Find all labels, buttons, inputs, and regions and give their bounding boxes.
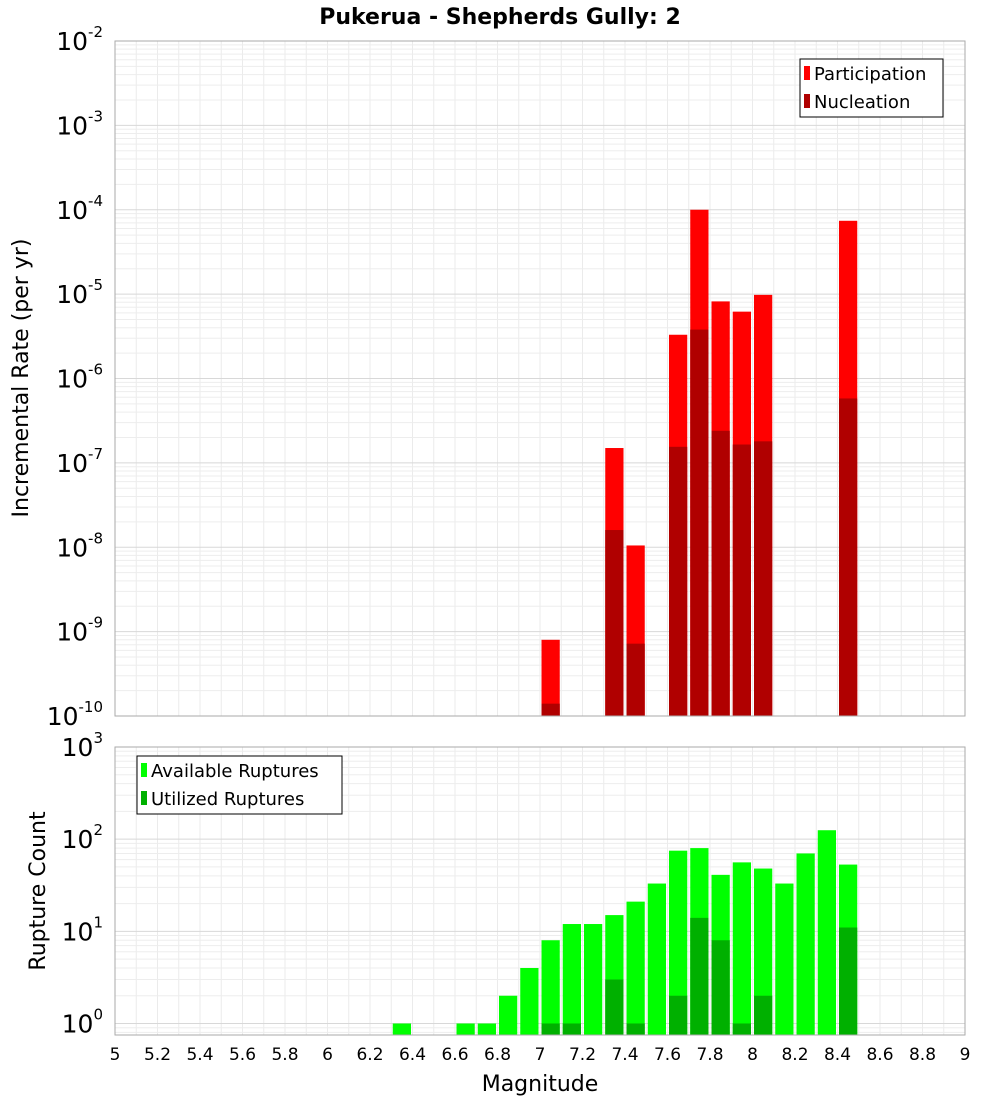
- top-bar-nucleation: [839, 398, 858, 716]
- top-bar-nucleation: [605, 530, 624, 716]
- bottom-bar-utilized-ruptures: [690, 917, 709, 1035]
- bottom-bar-available-ruptures: [477, 1023, 496, 1035]
- x-tick-label: 5.6: [229, 1045, 256, 1065]
- x-tick-label: 9: [960, 1045, 971, 1065]
- bottom-bar-available-ruptures: [499, 995, 518, 1035]
- bottom-y-axis-label: Rupture Count: [26, 811, 51, 971]
- top-y-axis-label: Incremental Rate (per yr): [9, 239, 34, 518]
- x-tick-label: 6.4: [399, 1045, 426, 1065]
- bottom-legend: Available Ruptures Utilized Ruptures: [136, 755, 343, 815]
- x-tick-label: 5.2: [144, 1045, 171, 1065]
- x-tick-label: 5.4: [186, 1045, 213, 1065]
- top-y-tick-label: 10-10: [47, 698, 103, 731]
- top-y-tick-label: 10-3: [56, 107, 103, 140]
- chart-title: Pukerua - Shepherds Gully: 2: [319, 5, 681, 30]
- bottom-bar-available-ruptures: [520, 967, 539, 1035]
- top-bar-nucleation: [711, 430, 730, 716]
- top-y-tick-label: 10-4: [56, 192, 103, 225]
- legend-swatch-participation: [804, 66, 810, 80]
- bottom-bar-utilized-ruptures: [669, 995, 688, 1035]
- top-bar-nucleation: [669, 446, 688, 716]
- bottom-bar-available-ruptures: [732, 862, 751, 1035]
- bottom-y-tick-label: 100: [62, 1005, 103, 1038]
- x-tick-label: 8.2: [781, 1045, 808, 1065]
- bottom-plot-frame: [114, 746, 966, 1036]
- bottom-y-tick-label: 101: [62, 913, 103, 946]
- bottom-bar-utilized-ruptures: [562, 1023, 581, 1035]
- bottom-bar-available-ruptures: [647, 883, 666, 1035]
- top-bar-nucleation: [754, 441, 773, 716]
- bottom-bar-utilized-ruptures: [839, 927, 858, 1035]
- bottom-y-ticks: 100 101 102 103: [62, 729, 103, 1038]
- x-tick-label: 8.6: [866, 1045, 893, 1065]
- x-tick-label: 6.6: [441, 1045, 468, 1065]
- bottom-bar-utilized-ruptures: [541, 1023, 560, 1035]
- bottom-bar-available-ruptures: [584, 924, 603, 1035]
- x-tick-label: 5.8: [271, 1045, 298, 1065]
- bottom-bar-available-ruptures: [541, 940, 560, 1035]
- x-tick-label: 7.6: [654, 1045, 681, 1065]
- top-y-tick-label: 10-8: [56, 529, 103, 562]
- legend-swatch-nucleation: [804, 94, 810, 108]
- x-ticks: 5 5.2 5.4 5.6 5.8 6 6.2 6.4 6.6 6.8 7 7.2 7.4 7.6 7.8 8…: [110, 1045, 971, 1065]
- legend-swatch-available: [141, 763, 147, 777]
- x-tick-label: 8.4: [824, 1045, 851, 1065]
- bottom-bars: [392, 830, 858, 1035]
- legend-label-participation: Participation: [814, 64, 926, 85]
- legend-label-utilized: Utilized Ruptures: [151, 789, 304, 810]
- bottom-y-tick-label: 103: [62, 729, 103, 762]
- top-bar-nucleation: [690, 329, 709, 716]
- top-y-tick-label: 10-5: [56, 276, 103, 309]
- bottom-bar-utilized-ruptures: [711, 940, 730, 1035]
- bottom-bar-utilized-ruptures: [626, 1023, 645, 1035]
- bottom-bar-utilized-ruptures: [732, 1023, 751, 1035]
- top-bar-nucleation: [541, 703, 560, 716]
- x-tick-label: 6.8: [484, 1045, 511, 1065]
- x-tick-label: 7.8: [696, 1045, 723, 1065]
- legend-label-available: Available Ruptures: [151, 761, 319, 782]
- x-axis-label: Magnitude: [482, 1072, 599, 1097]
- legend-swatch-utilized: [141, 791, 147, 805]
- top-legend: Participation Nucleation: [799, 58, 944, 118]
- legend-label-nucleation: Nucleation: [814, 92, 910, 113]
- bottom-bar-available-ruptures: [775, 883, 794, 1035]
- bottom-bar-utilized-ruptures: [754, 995, 773, 1035]
- x-tick-label: 7.4: [611, 1045, 638, 1065]
- x-tick-label: 6: [322, 1045, 333, 1065]
- top-bar-nucleation: [732, 444, 751, 716]
- bottom-bar-available-ruptures: [626, 901, 645, 1035]
- top-bars: [541, 209, 858, 716]
- x-tick-label: 8: [747, 1045, 758, 1065]
- bottom-legend-box: [136, 755, 343, 815]
- top-y-tick-label: 10-9: [56, 614, 103, 647]
- bottom-bar-available-ruptures: [392, 1023, 411, 1035]
- x-tick-label: 5: [110, 1045, 121, 1065]
- top-y-tick-label: 10-6: [56, 361, 103, 394]
- x-tick-label: 6.2: [356, 1045, 383, 1065]
- top-y-tick-label: 10-7: [56, 445, 103, 478]
- bottom-bar-available-ruptures: [562, 924, 581, 1035]
- x-tick-label: 7.2: [569, 1045, 596, 1065]
- bottom-y-tick-label: 102: [62, 821, 103, 854]
- top-plot-frame: [114, 40, 966, 717]
- top-bar-nucleation: [626, 643, 645, 716]
- top-y-ticks: 10-10 10-9 10-8 10-7 10-6 10-5 10-4 10-3 10-2: [47, 23, 103, 731]
- top-legend-box: [799, 58, 944, 118]
- bottom-bar-available-ruptures: [456, 1023, 475, 1035]
- bottom-bar-utilized-ruptures: [605, 979, 624, 1035]
- x-tick-label: 7: [535, 1045, 546, 1065]
- top-y-tick-label: 10-2: [56, 23, 103, 56]
- bottom-bar-available-ruptures: [754, 868, 773, 1035]
- x-tick-label: 8.8: [909, 1045, 936, 1065]
- top-grid: [115, 41, 965, 716]
- bottom-bar-available-ruptures: [796, 853, 815, 1035]
- bottom-bar-available-ruptures: [669, 850, 688, 1035]
- top-bar-participation: [541, 639, 560, 716]
- bottom-bar-available-ruptures: [817, 830, 836, 1035]
